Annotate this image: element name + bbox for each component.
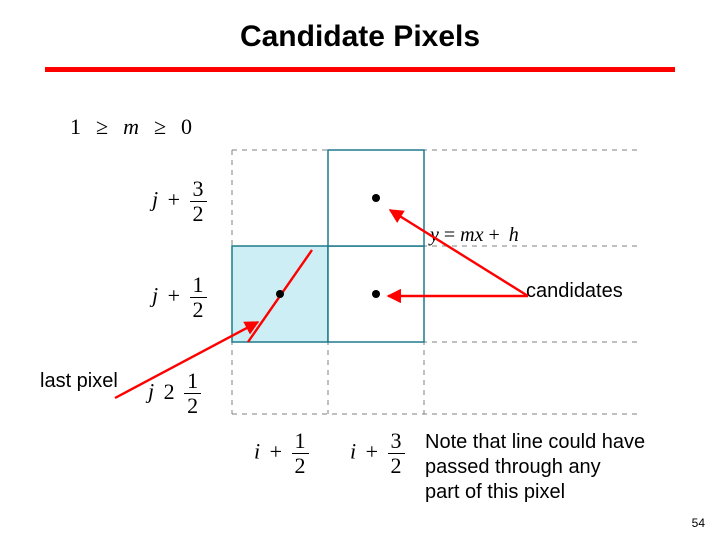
slide: Candidate Pixels 1 ≥ m ≥ 0 j + 32 j + 12…: [0, 0, 720, 540]
pixel-diagram: [0, 0, 720, 540]
